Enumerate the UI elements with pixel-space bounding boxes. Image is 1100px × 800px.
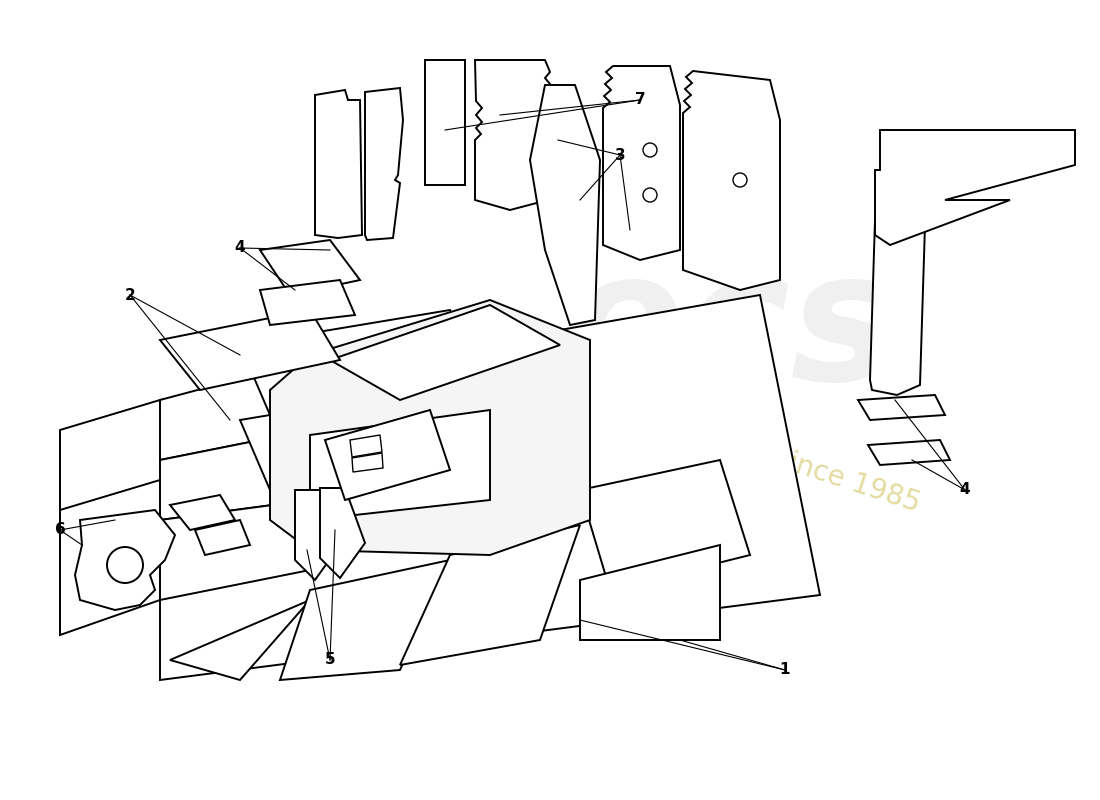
Polygon shape <box>365 88 403 240</box>
Polygon shape <box>352 453 383 472</box>
Text: 7: 7 <box>635 93 646 107</box>
Polygon shape <box>260 280 355 325</box>
Polygon shape <box>75 510 175 610</box>
Polygon shape <box>240 310 480 415</box>
Polygon shape <box>603 66 680 260</box>
Polygon shape <box>160 295 820 680</box>
Text: 6: 6 <box>55 522 65 538</box>
Polygon shape <box>170 600 310 680</box>
Text: 3: 3 <box>615 147 625 162</box>
Polygon shape <box>858 395 945 420</box>
Polygon shape <box>425 60 465 185</box>
Polygon shape <box>350 435 382 457</box>
Polygon shape <box>330 305 560 400</box>
Text: 4: 4 <box>234 241 245 255</box>
Polygon shape <box>260 240 360 295</box>
Polygon shape <box>373 460 430 478</box>
Polygon shape <box>370 435 430 462</box>
Polygon shape <box>310 410 490 520</box>
Polygon shape <box>324 410 450 500</box>
Polygon shape <box>295 490 340 580</box>
Polygon shape <box>320 488 365 578</box>
Polygon shape <box>580 460 750 590</box>
Polygon shape <box>530 85 600 325</box>
Polygon shape <box>160 360 310 460</box>
Polygon shape <box>160 430 310 520</box>
Polygon shape <box>60 480 200 635</box>
Polygon shape <box>683 71 780 290</box>
Text: a passion for parts since 1985: a passion for parts since 1985 <box>516 362 924 518</box>
Text: 2: 2 <box>124 287 135 302</box>
Text: 1: 1 <box>780 662 790 678</box>
Polygon shape <box>195 520 250 555</box>
Text: 5: 5 <box>324 653 336 667</box>
Polygon shape <box>270 300 590 555</box>
Polygon shape <box>280 560 450 680</box>
Polygon shape <box>170 495 235 530</box>
Polygon shape <box>870 215 925 395</box>
Polygon shape <box>315 90 362 238</box>
Polygon shape <box>160 310 340 390</box>
Polygon shape <box>868 440 950 465</box>
Polygon shape <box>400 525 580 665</box>
Text: 4: 4 <box>959 482 970 498</box>
Polygon shape <box>580 545 720 640</box>
Polygon shape <box>874 130 1075 245</box>
Polygon shape <box>475 60 554 210</box>
Text: ecs: ecs <box>562 242 899 418</box>
Polygon shape <box>240 385 480 490</box>
Polygon shape <box>60 400 200 555</box>
Polygon shape <box>160 500 310 600</box>
